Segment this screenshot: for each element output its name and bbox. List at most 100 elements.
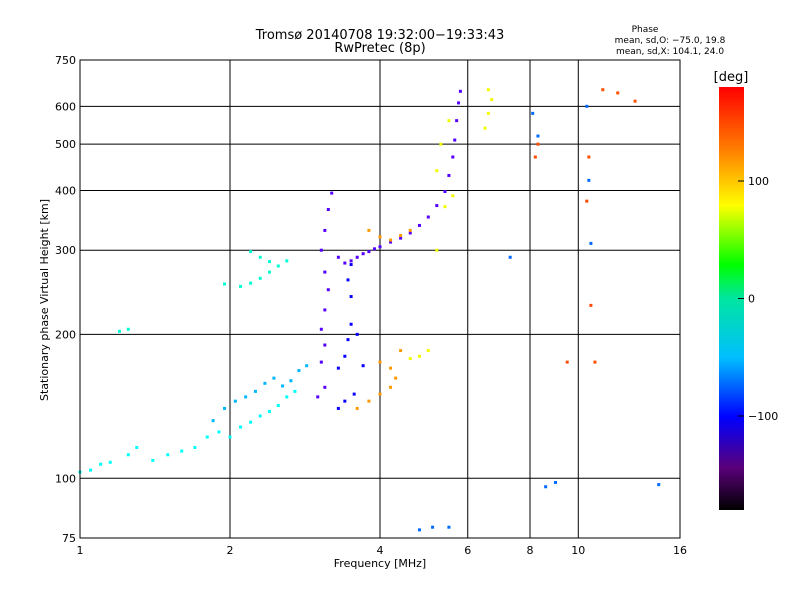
data-point [258, 276, 262, 280]
data-point [319, 327, 323, 331]
data-point [276, 403, 280, 407]
data-point [343, 261, 347, 265]
data-point [447, 173, 451, 177]
data-point [361, 252, 365, 256]
data-point [417, 354, 421, 358]
phase-stats-o: mean, sd,O: −75.0, 19.8 [615, 36, 726, 46]
chart-subtitle: RwPretec (8p) [334, 41, 425, 56]
data-point [451, 155, 455, 159]
data-point [267, 409, 271, 413]
data-point [319, 360, 323, 364]
data-point [531, 111, 535, 115]
data-point [267, 260, 271, 264]
data-point [417, 223, 421, 227]
data-point [544, 485, 548, 489]
data-point [389, 238, 393, 242]
data-point [349, 295, 353, 299]
data-point [89, 468, 93, 472]
x-tick-label: 6 [464, 544, 471, 557]
y-tick-label: 100 [55, 472, 76, 485]
y-tick-labels: 75 100 200 300 400 500 600 750 [55, 54, 76, 545]
x-tick-label: 10 [571, 544, 585, 557]
data-point [343, 354, 347, 358]
data-point [373, 247, 377, 251]
data-point [316, 395, 320, 399]
data-point [490, 98, 494, 102]
data-point [355, 406, 359, 410]
data-point [593, 360, 597, 364]
data-point [217, 430, 221, 434]
data-point [451, 194, 455, 198]
y-tick-label: 400 [55, 184, 76, 197]
data-point [399, 234, 403, 238]
data-point [223, 406, 227, 410]
data-point [601, 88, 605, 92]
data-point [426, 349, 430, 353]
data-point [330, 191, 334, 195]
data-point [336, 255, 340, 259]
grid-lines [80, 60, 680, 538]
colorbar-tick-label: −100 [748, 410, 778, 423]
data-point [408, 231, 412, 235]
data-point [126, 453, 130, 457]
data-point [585, 104, 589, 108]
data-point [657, 483, 661, 487]
data-points [78, 88, 661, 532]
data-point [378, 360, 382, 364]
data-point [355, 332, 359, 336]
data-point [285, 395, 289, 399]
data-point [367, 228, 371, 232]
data-point [435, 248, 439, 252]
data-point [443, 205, 447, 209]
data-point [389, 240, 393, 244]
chart-title: Tromsø 20140708 19:32:00−19:33:43 [255, 28, 505, 43]
x-tick-label: 8 [527, 544, 534, 557]
data-point [439, 142, 443, 146]
data-point [399, 236, 403, 240]
data-point [249, 420, 253, 424]
data-point [346, 278, 350, 282]
data-point [457, 101, 461, 105]
data-point [367, 399, 371, 403]
data-point [285, 259, 289, 263]
data-point [281, 384, 285, 388]
data-point [394, 376, 398, 380]
x-tick-label: 4 [377, 544, 384, 557]
data-point [117, 329, 121, 333]
y-tick-label: 500 [55, 138, 76, 151]
data-point [587, 178, 591, 182]
data-point [455, 119, 459, 123]
data-point [616, 91, 620, 95]
data-point [346, 338, 350, 342]
data-point [99, 462, 103, 466]
data-point [378, 392, 382, 396]
colorbar-label: [deg] [714, 70, 749, 85]
data-point [258, 255, 262, 259]
data-point [166, 453, 170, 457]
data-point [486, 111, 490, 115]
data-point [211, 419, 215, 423]
data-point [458, 89, 462, 93]
data-point [553, 480, 557, 484]
data-point [180, 449, 184, 453]
data-point [589, 303, 593, 307]
data-point [361, 364, 365, 368]
data-point [447, 119, 451, 123]
colorbar-tick-label: 100 [748, 175, 769, 188]
data-point [378, 235, 382, 239]
data-point [447, 525, 451, 529]
data-point [272, 376, 276, 380]
data-point [323, 270, 327, 274]
data-point [326, 208, 330, 212]
plot-frame [79, 59, 681, 539]
data-point [378, 245, 382, 249]
x-tick-labels: 1 2 4 6 8 10 16 [77, 544, 688, 557]
data-point [223, 282, 227, 286]
y-tick-label: 75 [62, 532, 76, 545]
data-point [249, 250, 253, 254]
data-point [326, 288, 330, 292]
data-point [263, 381, 267, 385]
data-point [228, 435, 232, 439]
data-point [323, 343, 327, 347]
